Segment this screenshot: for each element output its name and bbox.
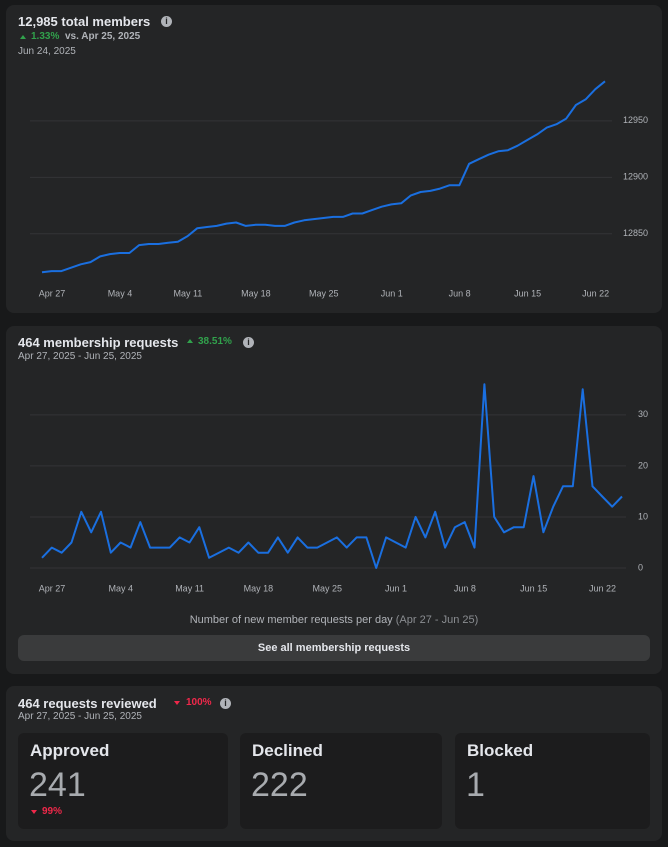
date: Jun 24, 2025 (18, 46, 76, 57)
info-icon[interactable]: i (220, 698, 231, 709)
box-value: 222 (251, 766, 308, 804)
x-tick-label: Apr 27 (39, 583, 66, 593)
x-tick-label: Jun 1 (381, 288, 403, 298)
x-axis-label: Number of new member requests per day (A… (6, 614, 662, 626)
info-icon[interactable]: i (243, 337, 254, 348)
x-tick-label: May 4 (108, 288, 133, 298)
requests-chart: 0 10 20 30 Apr 27 May 4 May 11 May 18 May 25 Jun … (30, 383, 648, 593)
date-range: Apr 27, 2025 - Jun 25, 2025 (18, 351, 142, 362)
x-tick-label: May 18 (241, 288, 271, 298)
x-tick-label: May 25 (309, 288, 339, 298)
members-card: 12,985 total members i 1.33% vs. Apr 25,… (6, 5, 662, 313)
x-tick-label: Jun 8 (454, 583, 476, 593)
box-label: Approved (30, 741, 110, 760)
y-tick-label: 20 (638, 460, 648, 470)
declined-box[interactable]: Declined 222 (240, 733, 442, 829)
box-label: Declined (252, 741, 323, 760)
x-tick-label: Jun 15 (520, 583, 547, 593)
box-value: 241 (29, 766, 86, 804)
x-tick-label: May 4 (109, 583, 134, 593)
change: 100% (186, 697, 212, 708)
approved-box[interactable]: Approved 241 99% (18, 733, 228, 829)
y-tick-label: 12950 (623, 115, 648, 125)
y-tick-label: 12850 (623, 228, 648, 238)
x-tick-label: Apr 27 (39, 288, 66, 298)
y-tick-label: 0 (638, 562, 643, 572)
x-tick-label: Jun 22 (589, 583, 616, 593)
x-tick-label: May 11 (175, 583, 204, 593)
change: 1.33% (31, 31, 60, 42)
members-chart: 12850 12900 12950 Apr 27 May 4 May 11 May 18 Ma… (30, 80, 648, 298)
y-tick-label: 30 (638, 409, 648, 419)
requests-card: 464 membership requests 38.51% i Apr 27,… (6, 326, 662, 674)
y-tick-label: 10 (638, 511, 648, 521)
up-arrow (20, 35, 26, 39)
see-all-button[interactable]: See all membership requests (18, 635, 650, 661)
down-arrow (174, 701, 180, 705)
x-tick-label: May 25 (312, 583, 342, 593)
box-label: Blocked (467, 741, 534, 760)
card-title: 464 requests reviewed (18, 696, 157, 711)
x-label-note: (Apr 27 - Jun 25) (395, 614, 479, 626)
x-tick-label: Jun 8 (449, 288, 471, 298)
reviewed-card: 464 requests reviewed 100% i Apr 27, 202… (6, 686, 662, 841)
down-arrow (31, 810, 37, 814)
x-tick-label: Jun 22 (582, 288, 609, 298)
line (41, 383, 623, 569)
x-tick-label: May 18 (244, 583, 274, 593)
change-label: vs. Apr 25, 2025 (65, 31, 141, 42)
card-title: 12,985 total members (18, 14, 151, 29)
box-value: 1 (466, 766, 485, 804)
date-range: Apr 27, 2025 - Jun 25, 2025 (18, 711, 142, 722)
x-label: Number of new member requests per day (189, 614, 393, 626)
box-change: 99% (42, 806, 63, 817)
x-tick-label: Jun 1 (385, 583, 407, 593)
x-tick-label: May 11 (173, 288, 202, 298)
card-title: 464 membership requests (18, 335, 179, 350)
up-arrow (187, 339, 193, 343)
blocked-box[interactable]: Blocked 1 (455, 733, 650, 829)
info-icon[interactable]: i (161, 16, 172, 27)
x-tick-label: Jun 15 (514, 288, 541, 298)
y-tick-label: 12900 (623, 172, 648, 182)
line (41, 80, 606, 274)
change: 38.51% (198, 336, 232, 347)
